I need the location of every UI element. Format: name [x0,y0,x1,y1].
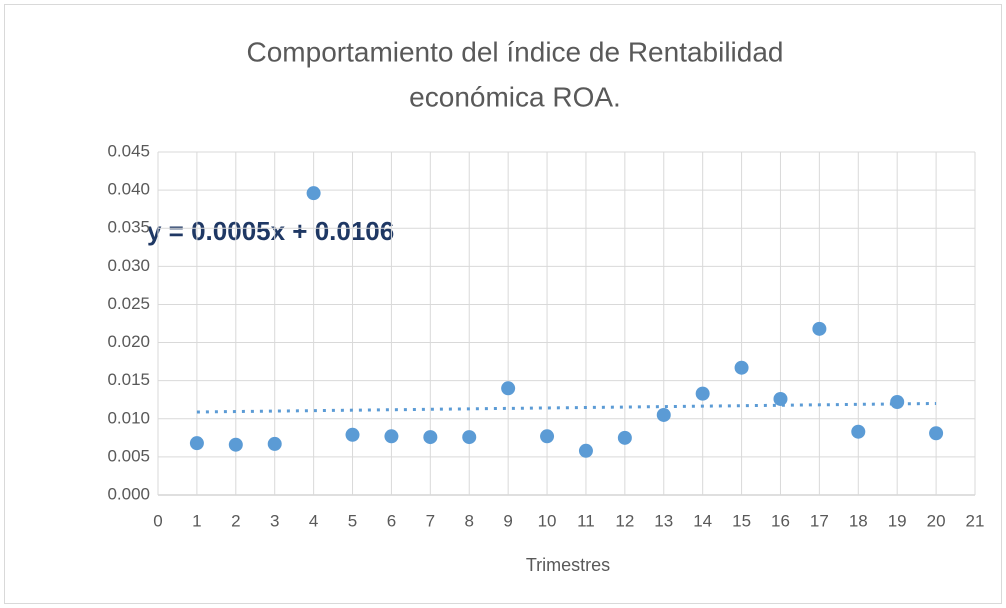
x-tick-label: 15 [732,511,751,530]
x-tick-label: 2 [231,511,240,530]
data-point [734,360,749,375]
data-point [890,395,905,410]
data-point [540,429,555,444]
chart-title: Comportamiento del índice de Rentabilida… [247,36,784,67]
x-tick-label: 14 [693,511,712,530]
x-tick-label: 3 [270,511,279,530]
data-point [501,381,516,396]
x-tick-label: 11 [577,511,595,530]
x-tick-label: 8 [465,511,474,530]
data-point [306,186,321,201]
data-point [384,429,399,444]
data-point [578,443,593,458]
x-tick-label: 13 [654,511,673,530]
trendline-equation: y = 0.0005x + 0.0106 [147,216,394,246]
x-tick-label: 18 [849,511,868,530]
data-point [267,436,282,451]
data-point [462,430,477,445]
y-tick-label: 0.020 [107,332,150,351]
data-point [656,407,671,422]
y-tick-label: 0.015 [107,370,150,389]
x-tick-label: 5 [348,511,357,530]
data-point [929,426,944,441]
x-tick-label: 0 [153,511,162,530]
trendline [196,401,937,414]
data-point [189,436,204,451]
data-point [423,430,438,445]
data-point [695,386,710,401]
y-tick-label: 0.000 [107,484,150,503]
y-tick-label: 0.035 [107,218,150,237]
y-tick-label: 0.045 [107,141,150,160]
x-tick-label: 4 [309,511,318,530]
y-tick-label: 0.005 [107,446,150,465]
data-point [851,424,866,439]
data-point [228,437,243,452]
x-tick-label: 7 [426,511,435,530]
x-tick-label: 20 [927,511,946,530]
y-tick-label: 0.030 [107,256,150,275]
x-axis-title: Trimestres [526,555,610,575]
y-tick-label: 0.010 [107,408,150,427]
data-point [617,430,632,445]
y-tick-label: 0.025 [107,294,150,313]
y-tick-label: 0.040 [107,180,150,199]
x-tick-label: 21 [966,511,985,530]
x-tick-label: 10 [538,511,557,530]
x-tick-label: 9 [503,511,512,530]
data-point [812,321,827,336]
chart-title: económica ROA. [409,81,621,112]
data-point [773,391,788,406]
x-tick-label: 6 [387,511,396,530]
x-tick-label: 19 [888,511,907,530]
x-tick-label: 17 [810,511,829,530]
data-point [345,427,360,442]
x-tick-label: 16 [771,511,790,530]
x-tick-label: 12 [615,511,634,530]
x-tick-label: 1 [192,511,201,530]
